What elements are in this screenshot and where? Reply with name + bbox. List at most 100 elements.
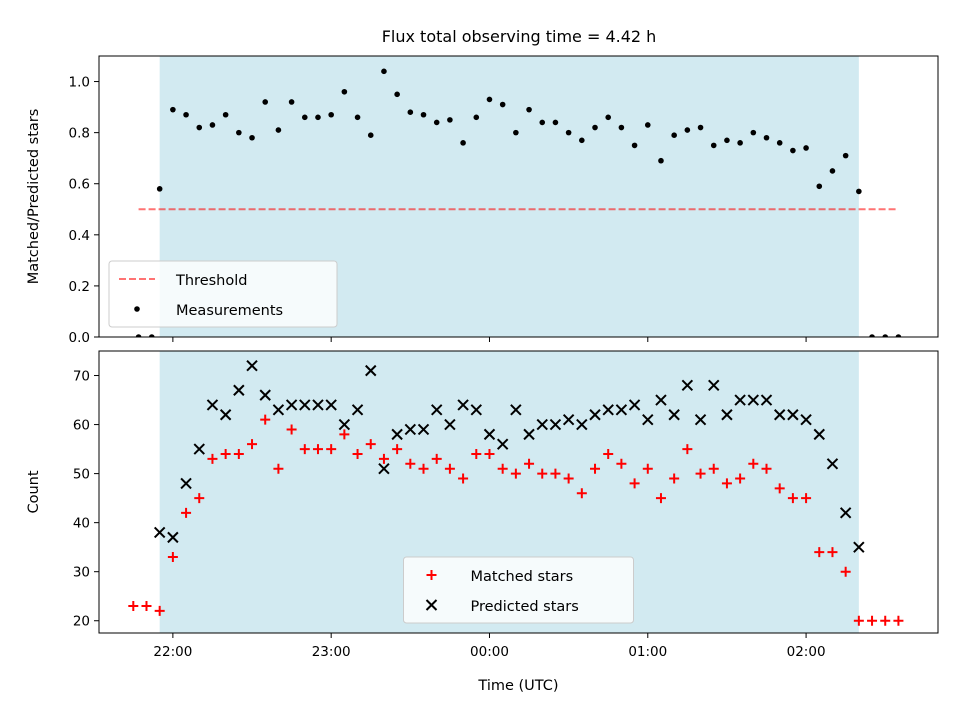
data-point	[721, 409, 733, 421]
chart-title: Flux total observing time = 4.42 h	[382, 27, 657, 46]
data-point	[708, 463, 719, 474]
data-point	[135, 334, 142, 337]
data-point	[365, 439, 376, 450]
data-point	[426, 570, 437, 580]
data-point	[339, 429, 350, 440]
legend: Threshold Measurements	[108, 260, 338, 328]
data-point	[510, 468, 521, 479]
data-point	[655, 493, 666, 504]
legend-label: Threshold	[175, 273, 247, 289]
data-point	[642, 463, 653, 474]
plot-area	[128, 360, 904, 626]
data-point	[365, 364, 377, 377]
y-tick-label: 0.6	[69, 177, 90, 193]
count-panel: 20 30 40 50 60 70 22:00 23:00 00:00 01:00 02:00 Cou…	[26, 350, 939, 694]
data-point	[869, 334, 875, 337]
data-point	[853, 615, 864, 626]
data-point	[790, 147, 796, 154]
data-point	[444, 418, 456, 431]
data-point	[550, 468, 561, 479]
data-point	[328, 111, 334, 118]
data-point	[312, 444, 323, 455]
data-point	[760, 394, 773, 406]
data-point	[880, 615, 891, 626]
data-point	[167, 531, 179, 544]
data-point	[378, 462, 390, 475]
data-point	[671, 132, 677, 138]
data-point	[407, 109, 414, 115]
data-point	[206, 399, 219, 411]
data-point	[299, 399, 311, 411]
data-point	[262, 99, 269, 105]
data-point	[405, 458, 416, 469]
y-tick-label: 40	[73, 516, 90, 532]
data-point	[286, 424, 297, 435]
y-tick-label: 0.2	[69, 279, 90, 295]
data-point	[460, 140, 466, 146]
data-point	[842, 152, 849, 159]
legend-box	[108, 260, 338, 328]
ratio-panel: 0.0 0.2 0.4 0.6 0.8 1.0 Matched/Predicted star…	[26, 55, 939, 346]
data-point	[233, 384, 245, 396]
series-matched-stars	[128, 414, 904, 626]
legend-box	[403, 556, 634, 624]
data-point	[735, 473, 746, 484]
data-point	[565, 129, 572, 136]
data-point	[473, 114, 480, 121]
data-point	[433, 119, 440, 126]
y-tick-label: 0.0	[69, 330, 90, 346]
data-point	[539, 119, 546, 126]
y-tick-label: 1.0	[69, 75, 90, 91]
y-tick-label: 30	[73, 565, 90, 581]
y-tick-label: 70	[73, 369, 90, 385]
data-point	[829, 168, 836, 174]
data-point	[724, 137, 730, 144]
data-point	[141, 601, 152, 612]
data-point	[181, 507, 192, 518]
data-point	[148, 334, 155, 337]
data-point	[207, 453, 218, 464]
data-point	[167, 551, 178, 562]
data-point	[681, 379, 694, 392]
data-point	[259, 389, 271, 401]
legend-label: Matched stars	[471, 569, 574, 585]
legend: Matched stars Predicted stars	[403, 556, 634, 624]
data-point	[644, 122, 651, 128]
data-point	[605, 114, 612, 121]
data-point	[592, 124, 598, 131]
data-point	[882, 334, 889, 337]
data-point	[590, 463, 601, 474]
data-point	[536, 418, 548, 431]
data-point	[288, 99, 295, 105]
y-tick-label: 50	[73, 467, 90, 483]
data-point	[312, 399, 324, 411]
data-point	[840, 566, 851, 577]
data-point	[616, 458, 627, 469]
data-point	[721, 478, 732, 489]
legend-label: Predicted stars	[471, 599, 579, 615]
x-tick-label: 01:00	[628, 644, 667, 660]
data-point	[750, 129, 757, 136]
x-tick-label: 23:00	[312, 644, 351, 660]
data-point	[484, 448, 495, 459]
data-point	[391, 428, 403, 441]
data-point	[856, 188, 862, 195]
data-point	[893, 615, 904, 626]
data-point	[457, 399, 469, 411]
data-point	[170, 106, 176, 113]
data-point	[285, 399, 298, 411]
data-point	[325, 399, 337, 411]
y-tick-label: 20	[73, 614, 90, 630]
data-point	[134, 306, 140, 312]
legend-handle	[134, 306, 140, 312]
data-point	[301, 114, 308, 121]
data-point	[576, 418, 588, 431]
data-point	[579, 137, 585, 144]
data-point	[737, 140, 743, 146]
data-point	[513, 129, 519, 136]
data-point	[431, 453, 442, 464]
plot-area	[135, 68, 902, 337]
data-point	[589, 409, 601, 421]
data-point	[236, 129, 242, 136]
data-point	[354, 114, 361, 121]
